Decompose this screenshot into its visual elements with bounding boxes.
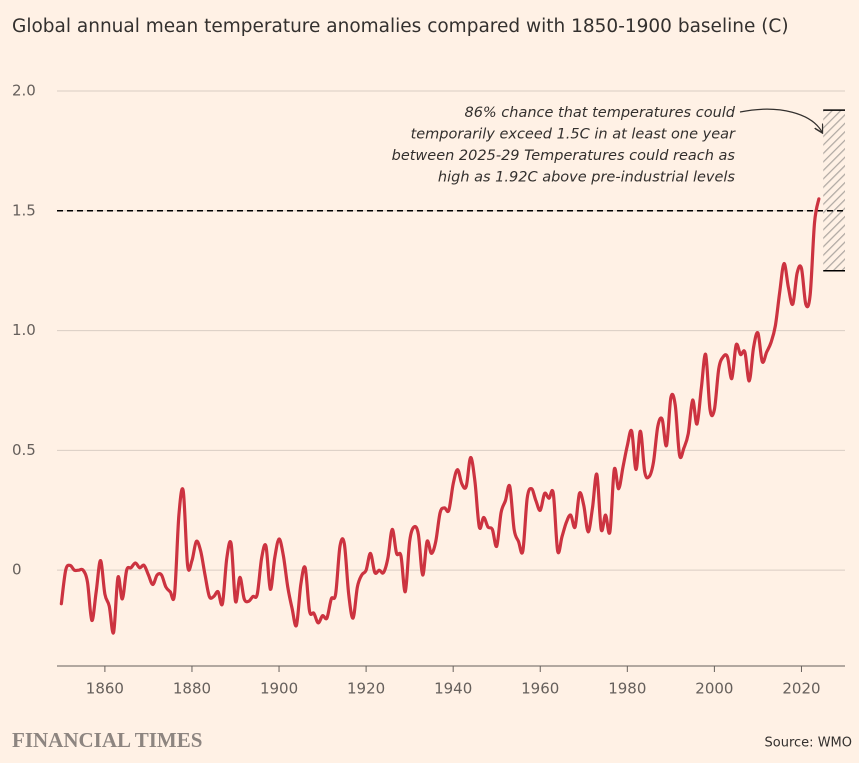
y-tick-label: 1.5 bbox=[12, 201, 36, 219]
publisher-logo: FINANCIAL TIMES bbox=[12, 728, 202, 752]
x-tick-label: 1920 bbox=[347, 680, 385, 698]
y-tick-label: 1.0 bbox=[12, 321, 36, 339]
x-tick-label: 1900 bbox=[260, 680, 298, 698]
x-tick-label: 1880 bbox=[173, 680, 211, 698]
annotation: temporarily exceed 1.5C in at least one … bbox=[411, 127, 736, 143]
x-tick-label: 1980 bbox=[608, 680, 646, 698]
x-tick-label: 1940 bbox=[434, 680, 472, 698]
x-tick-label: 1860 bbox=[86, 680, 124, 698]
x-tick-label: 2000 bbox=[695, 680, 733, 698]
annotation: high as 1.92C above pre-industrial level… bbox=[438, 170, 736, 186]
y-tick-label: 0.5 bbox=[12, 441, 36, 459]
projection-range bbox=[823, 110, 845, 271]
x-tick-label: 2020 bbox=[782, 680, 820, 698]
chart-title: Global annual mean temperature anomalies… bbox=[12, 16, 789, 37]
x-tick-label: 1960 bbox=[521, 680, 559, 698]
annotation-arrow bbox=[739, 108, 822, 132]
y-tick-label: 2.0 bbox=[12, 82, 36, 100]
source: Source: WMO bbox=[765, 736, 852, 751]
temperature-line bbox=[59, 197, 821, 635]
annotation: 86% chance that temperatures could bbox=[464, 105, 735, 121]
annotation: between 2025-29 Temperatures could reach… bbox=[392, 148, 736, 164]
y-tick-label: 0 bbox=[12, 561, 22, 579]
